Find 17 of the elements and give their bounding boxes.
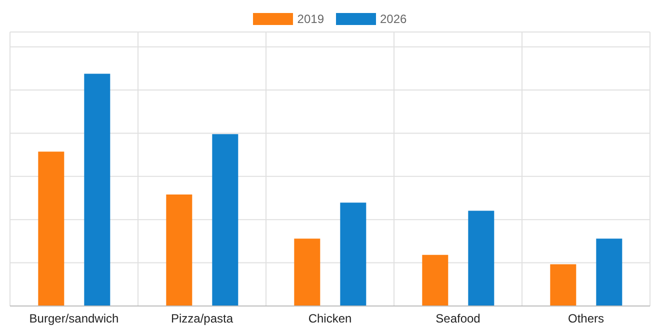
x-tick-label: Others [568, 312, 604, 326]
bar [212, 134, 238, 306]
legend-label: 2026 [379, 12, 407, 26]
x-tick-label: Seafood [436, 312, 480, 326]
bar [422, 254, 448, 306]
bar [596, 238, 622, 306]
legend-label: 2019 [296, 12, 324, 26]
bar [550, 264, 576, 306]
bar [340, 202, 366, 306]
bar [468, 210, 494, 306]
x-tick-label: Pizza/pasta [170, 312, 234, 326]
x-tick-label: Chicken [308, 312, 352, 326]
bar [166, 194, 192, 306]
bar [84, 74, 110, 306]
bar [38, 152, 64, 306]
x-tick-label: Burger/sandwich [29, 312, 119, 326]
bar [294, 238, 320, 306]
